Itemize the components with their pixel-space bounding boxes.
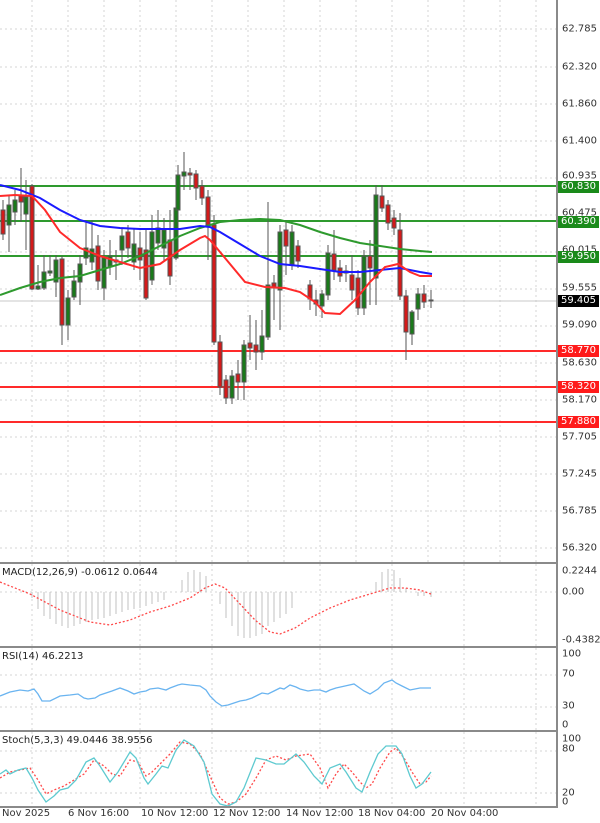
- price-axis-line: [556, 0, 558, 808]
- pane-separator[interactable]: [0, 730, 558, 732]
- support-level-tag: 58.770: [558, 345, 599, 357]
- price-tick: 57.245: [562, 468, 597, 480]
- rsi-tick: 100: [562, 648, 582, 660]
- price-tick: 58.630: [562, 357, 597, 369]
- rsi-tick: 30: [562, 700, 575, 712]
- stoch-axis: 100 80 20 0: [556, 732, 600, 808]
- rsi-canvas: [0, 648, 556, 730]
- stoch-canvas: [0, 732, 556, 808]
- price-tick: 60.015: [562, 244, 597, 256]
- support-level-tag: 57.880: [558, 416, 599, 428]
- stoch-pane[interactable]: Stoch(5,3,3) 49.0446 38.9556: [0, 732, 556, 808]
- current-price-tag: 59.405: [558, 295, 599, 307]
- price-pane[interactable]: [0, 0, 556, 562]
- rsi-axis: 100 70 30 0: [556, 648, 600, 731]
- pane-separator[interactable]: [0, 562, 558, 564]
- time-label: 14 Nov 12:00: [286, 808, 354, 819]
- time-label: 10 Nov 12:00: [141, 808, 209, 819]
- price-tick: 57.705: [562, 431, 597, 443]
- price-tick: 56.785: [562, 505, 597, 517]
- resistance-level-tag: 59.950: [558, 251, 599, 263]
- time-label: 12 Nov 12:00: [213, 808, 281, 819]
- support-level-tag: 58.320: [558, 381, 599, 393]
- price-tick: 61.400: [562, 135, 597, 147]
- macd-tick: 0.00: [562, 586, 585, 598]
- price-tick: 62.785: [562, 23, 597, 35]
- price-tick: 62.320: [562, 61, 597, 73]
- rsi-tick: 70: [562, 668, 575, 680]
- price-tick: 59.555: [562, 282, 597, 294]
- macd-tick: 0.2244: [562, 565, 597, 577]
- price-axis[interactable]: 62.785 62.320 61.860 61.400 60.935 60.47…: [556, 0, 600, 562]
- price-tick: 60.935: [562, 170, 597, 182]
- macd-tick: -0.4382: [562, 634, 600, 646]
- resistance-level-tag: 60.830: [558, 181, 599, 193]
- price-tick: 60.475: [562, 207, 597, 219]
- time-axis-line: [0, 806, 558, 808]
- time-label: 6 Nov 16:00: [68, 808, 130, 819]
- stoch-tick: 20: [562, 787, 575, 799]
- resistance-level-tag: 60.390: [558, 216, 599, 228]
- stoch-title: Stoch(5,3,3) 49.0446 38.9556: [2, 735, 153, 746]
- rsi-title: RSI(14) 46.2213: [2, 651, 84, 662]
- macd-pane[interactable]: MACD(12,26,9) -0.0612 0.0644: [0, 564, 556, 646]
- rsi-pane[interactable]: RSI(14) 46.2213: [0, 648, 556, 730]
- stoch-tick: 80: [562, 743, 575, 755]
- macd-axis: 0.2244 0.00 -0.4382: [556, 564, 600, 646]
- macd-canvas: [0, 564, 556, 646]
- price-tick: 59.090: [562, 319, 597, 331]
- price-chart-canvas: [0, 0, 556, 562]
- price-tick: 56.320: [562, 542, 597, 554]
- macd-title: MACD(12,26,9) -0.0612 0.0644: [2, 567, 158, 578]
- stoch-tick: 100: [562, 733, 582, 745]
- price-tick: 61.860: [562, 98, 597, 110]
- time-label: Nov 2025: [2, 808, 51, 819]
- pane-separator[interactable]: [0, 646, 558, 648]
- stoch-tick: 0: [562, 796, 569, 808]
- time-label: 20 Nov 04:00: [431, 808, 499, 819]
- rsi-tick: 0: [562, 719, 569, 731]
- time-label: 18 Nov 04:00: [358, 808, 426, 819]
- price-tick: 58.170: [562, 394, 597, 406]
